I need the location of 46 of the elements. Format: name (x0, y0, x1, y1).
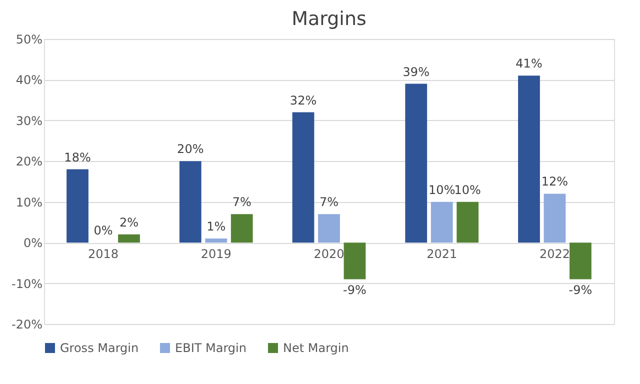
data-label: 10% (428, 182, 456, 197)
data-label: 18% (64, 150, 91, 164)
x-tick-label: 2018 (88, 247, 119, 262)
data-label: 0% (94, 224, 113, 238)
data-label: 41% (516, 56, 542, 71)
data-label: 39% (402, 64, 430, 79)
legend-label: Net Margin (283, 341, 349, 355)
bar (456, 202, 479, 243)
data-label: -9% (343, 283, 366, 298)
bar (318, 214, 340, 243)
y-tick-label: 10% (16, 195, 42, 210)
data-label: 10% (454, 182, 481, 197)
y-tick-label: 30% (16, 114, 42, 128)
bar (430, 202, 453, 243)
data-label: 20% (177, 142, 204, 156)
x-tick-label: 2022 (539, 247, 570, 262)
bar (205, 238, 228, 243)
x-tick-label: 2021 (426, 247, 458, 262)
data-label: 2% (119, 215, 139, 230)
bar (66, 169, 88, 243)
x-tick-label: 2020 (314, 247, 344, 262)
data-label: 1% (206, 220, 226, 234)
bar (344, 242, 366, 280)
data-label: 7% (319, 195, 339, 210)
legend-label: Gross Margin (60, 341, 139, 355)
bar (518, 76, 540, 243)
bar (230, 214, 253, 243)
bar (405, 84, 428, 243)
data-label: 7% (232, 195, 252, 210)
y-tick-label: -20% (11, 318, 42, 332)
data-label: 32% (290, 93, 317, 108)
legend-label: EBIT Margin (175, 341, 246, 355)
y-tick-label: 0% (23, 236, 42, 250)
y-tick-label: 20% (16, 154, 42, 169)
bar (544, 194, 566, 243)
bar (570, 242, 592, 280)
bar (118, 234, 140, 243)
bar (292, 112, 314, 243)
y-tick-label: 50% (16, 32, 42, 46)
chart-title: Margins (292, 8, 366, 30)
y-tick-label: 40% (16, 73, 42, 88)
y-tick-label: -10% (11, 276, 42, 291)
bar (179, 161, 202, 243)
data-label: 12% (541, 174, 568, 189)
x-tick-label: 2019 (200, 247, 232, 262)
data-label: -9% (568, 283, 592, 298)
